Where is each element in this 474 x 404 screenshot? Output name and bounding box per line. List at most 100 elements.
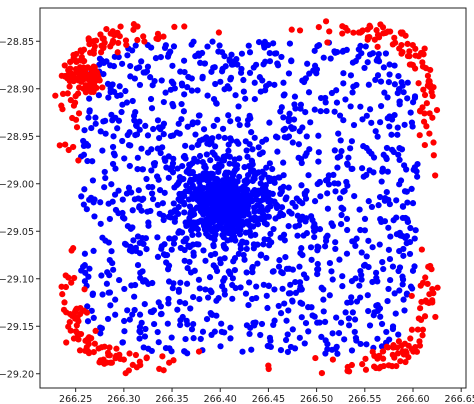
data-point-red	[61, 299, 68, 306]
y-tick-label: −28.85	[0, 37, 34, 48]
data-point-blue	[127, 243, 134, 250]
data-point-blue	[282, 196, 289, 203]
data-point-blue	[183, 280, 191, 287]
data-point-blue	[154, 234, 161, 241]
data-point-blue	[340, 70, 347, 77]
data-point-blue	[92, 120, 99, 127]
data-point-blue	[99, 291, 106, 298]
data-point-blue	[167, 166, 174, 173]
data-point-blue	[361, 215, 369, 222]
data-point-blue	[284, 348, 291, 356]
data-point-blue	[112, 114, 119, 121]
x-tick-label: 266.55	[348, 394, 381, 404]
data-point-blue	[167, 48, 174, 55]
data-point-blue	[203, 208, 210, 215]
data-point-blue	[339, 273, 346, 280]
data-point-red	[359, 361, 366, 368]
data-point-red	[315, 23, 322, 31]
data-point-blue	[199, 173, 207, 180]
data-point-blue	[302, 320, 310, 327]
data-point-red	[398, 50, 405, 57]
data-point-blue	[285, 223, 292, 230]
data-point-blue	[372, 128, 379, 135]
data-point-red	[426, 130, 433, 137]
data-point-blue	[100, 118, 107, 125]
data-point-blue	[205, 187, 212, 194]
data-point-blue	[214, 155, 221, 162]
data-point-blue	[203, 151, 210, 158]
data-point-blue	[126, 188, 133, 195]
data-point-blue	[397, 177, 405, 184]
data-point-blue	[399, 273, 406, 280]
data-point-red	[339, 30, 346, 37]
data-point-blue	[266, 50, 273, 57]
data-point-blue	[221, 275, 228, 282]
data-point-blue	[159, 200, 166, 207]
data-point-blue	[244, 172, 252, 179]
data-point-blue	[171, 184, 178, 191]
data-point-blue	[350, 121, 358, 129]
data-point-blue	[290, 116, 298, 123]
data-point-red	[98, 344, 105, 351]
data-point-blue	[114, 125, 121, 132]
data-point-blue	[336, 195, 344, 202]
data-point-blue	[291, 93, 299, 100]
data-point-red	[70, 245, 77, 252]
data-point-red	[123, 41, 130, 49]
data-point-blue	[148, 190, 156, 197]
data-point-blue	[196, 295, 203, 303]
data-point-blue	[357, 103, 364, 110]
data-point-blue	[106, 215, 113, 223]
data-point-blue	[108, 181, 115, 188]
data-point-blue	[350, 83, 357, 90]
data-point-blue	[288, 210, 295, 217]
data-point-blue	[387, 276, 394, 284]
data-point-blue	[356, 282, 363, 289]
data-point-blue	[333, 314, 340, 321]
data-point-blue	[208, 331, 215, 338]
data-point-blue	[178, 176, 185, 183]
data-point-blue	[320, 286, 327, 293]
data-point-blue	[219, 190, 227, 198]
data-point-blue	[357, 340, 364, 348]
data-point-blue	[280, 114, 287, 121]
data-point-blue	[177, 321, 184, 329]
data-point-blue	[249, 269, 256, 276]
data-point-red	[366, 33, 373, 41]
data-point-blue	[132, 244, 139, 251]
data-point-blue	[250, 319, 257, 327]
data-point-red	[85, 37, 92, 44]
data-point-blue	[202, 257, 209, 264]
data-point-blue	[221, 134, 228, 142]
data-point-red	[312, 354, 319, 362]
data-point-blue	[178, 116, 185, 123]
data-point-red	[71, 274, 78, 282]
data-point-blue	[342, 309, 349, 316]
data-point-blue	[121, 328, 128, 335]
data-point-blue	[138, 319, 145, 326]
data-point-blue	[374, 72, 382, 79]
data-point-blue	[263, 292, 270, 299]
data-point-red	[322, 18, 330, 25]
data-point-red	[64, 90, 71, 97]
data-point-red	[391, 34, 398, 41]
data-point-blue	[291, 345, 299, 352]
data-point-blue	[136, 335, 143, 342]
data-point-blue	[147, 95, 155, 103]
data-point-blue	[332, 239, 339, 246]
data-point-blue	[251, 208, 258, 215]
data-point-red	[426, 291, 433, 298]
data-point-blue	[161, 189, 168, 196]
data-point-red	[419, 279, 427, 286]
data-point-blue	[96, 55, 104, 62]
data-point-blue	[306, 146, 313, 153]
data-point-blue	[162, 251, 169, 259]
data-point-blue	[407, 224, 414, 232]
data-point-blue	[280, 172, 287, 179]
data-point-red	[62, 272, 69, 279]
data-point-blue	[165, 174, 172, 181]
data-point-blue	[129, 207, 136, 214]
data-point-blue	[361, 64, 368, 72]
data-point-blue	[112, 206, 120, 214]
data-point-blue	[182, 142, 189, 149]
